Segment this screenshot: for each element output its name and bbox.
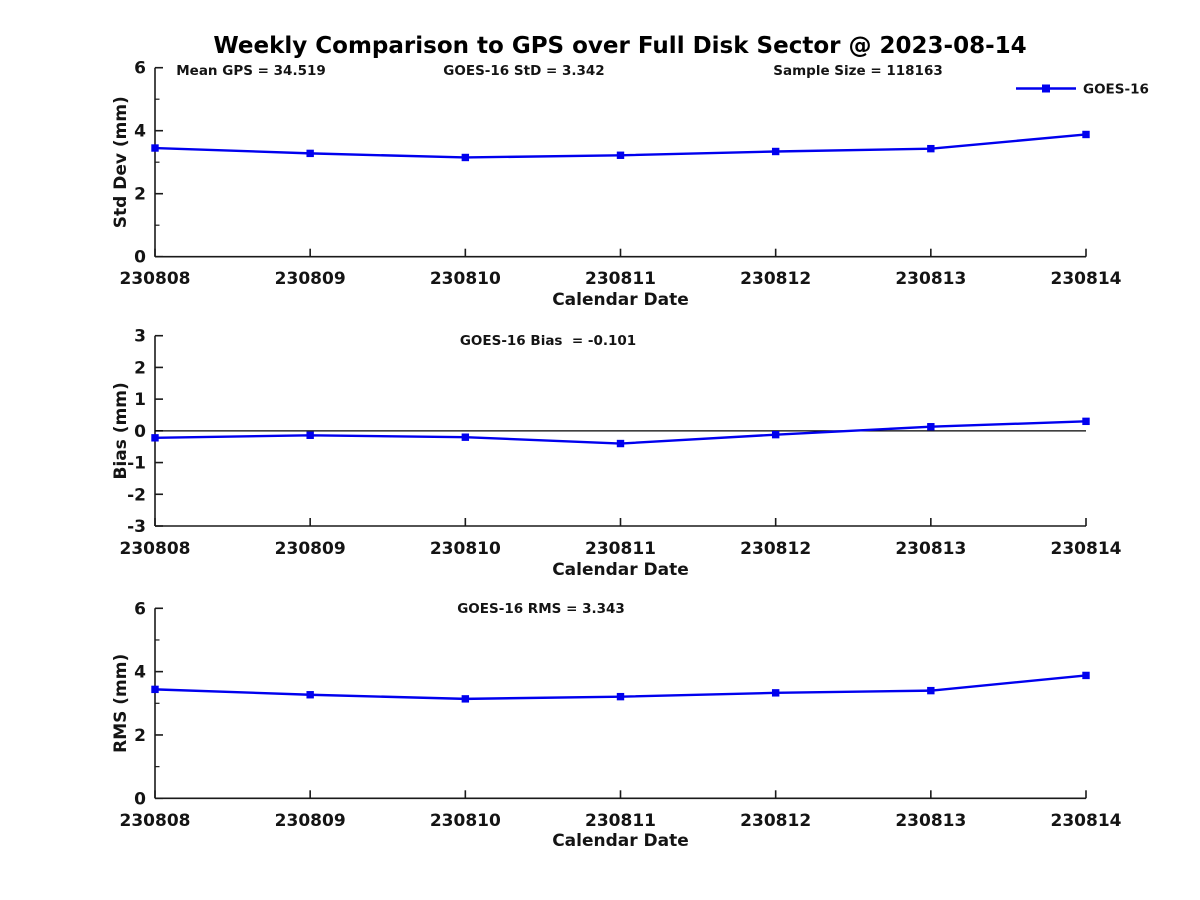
y-tick-label: 0 — [134, 248, 146, 268]
x-tick-label: 230809 — [275, 539, 346, 559]
y-tick-label: 0 — [134, 422, 146, 442]
stat-annotation: GOES-16 Bias = -0.101 — [460, 333, 636, 349]
figure-title: Weekly Comparison to GPS over Full Disk … — [213, 33, 1026, 59]
stat-annotation: GOES-16 RMS = 3.343 — [457, 601, 625, 617]
y-tick-label: 6 — [134, 59, 146, 79]
data-point-marker — [927, 423, 935, 431]
x-tick-label: 230810 — [430, 539, 501, 559]
data-point-marker — [461, 153, 470, 162]
legend-label: GOES-16 — [1083, 82, 1149, 98]
x-tick-label: 230808 — [120, 539, 191, 559]
y-tick-label: 6 — [134, 599, 146, 619]
data-point-marker — [151, 434, 159, 442]
data-point-marker — [771, 430, 780, 439]
data-point-marker — [1082, 417, 1090, 426]
y-tick-label: 1 — [134, 390, 146, 410]
data-point-marker — [461, 695, 470, 703]
y-tick-label: 2 — [134, 358, 146, 378]
x-tick-label: 230811 — [585, 811, 656, 831]
x-tick-label: 230808 — [120, 811, 191, 831]
data-point-marker — [771, 689, 780, 697]
x-tick-label: 230809 — [275, 269, 346, 289]
data-point-marker — [771, 147, 780, 156]
data-point-marker — [1082, 671, 1090, 680]
x-axis-title: Calendar Date — [552, 831, 689, 851]
y-tick-label: 3 — [134, 327, 146, 347]
stat-annotation: GOES-16 StD = 3.342 — [443, 63, 604, 79]
legend-marker-icon — [1042, 84, 1050, 93]
x-tick-label: 230813 — [895, 269, 966, 289]
legend: GOES-16 — [1016, 82, 1149, 98]
data-point-marker — [306, 149, 314, 158]
x-tick-label: 230811 — [585, 269, 656, 289]
x-axis-title: Calendar Date — [552, 560, 689, 580]
data-point-marker — [1082, 130, 1090, 139]
subplot-rms: 0 2 4 6 230808 230809 230810 230811 230812 230813… — [111, 599, 1122, 851]
y-tick-label: -2 — [127, 485, 146, 505]
data-point-marker — [151, 144, 159, 152]
y-tick-label: 2 — [134, 185, 146, 205]
x-axis-title: Calendar Date — [552, 290, 689, 310]
x-tick-label: 230813 — [895, 811, 966, 831]
data-point-marker — [616, 692, 625, 701]
data-point-marker — [616, 439, 625, 448]
y-axis-title: RMS (mm) — [111, 654, 131, 753]
y-tick-label: 4 — [134, 122, 146, 142]
y-tick-label: -1 — [127, 454, 146, 474]
x-tick-label: 230814 — [1051, 539, 1122, 559]
y-tick-label: 2 — [134, 726, 146, 746]
y-tick-label: 0 — [134, 789, 146, 809]
x-tick-label: 230812 — [740, 539, 811, 559]
y-axis-title: Bias (mm) — [111, 382, 131, 479]
x-tick-label: 230814 — [1051, 811, 1122, 831]
data-point-marker — [616, 151, 625, 159]
y-axis-title: Std Dev (mm) — [111, 96, 131, 228]
x-tick-label: 230813 — [895, 539, 966, 559]
x-tick-label: 230814 — [1051, 269, 1122, 289]
y-tick-label: -3 — [127, 517, 146, 537]
stat-annotation: Mean GPS = 34.519 — [176, 63, 326, 79]
data-point-marker — [927, 686, 935, 695]
x-tick-label: 230809 — [275, 811, 346, 831]
x-tick-label: 230808 — [120, 269, 191, 289]
data-point-marker — [306, 691, 314, 699]
x-tick-label: 230810 — [430, 269, 501, 289]
y-tick-label: 4 — [134, 663, 146, 683]
stat-annotation: Sample Size = 118163 — [773, 63, 942, 79]
subplot-std-dev: 0 2 4 6 230808 230809 230810 230811 230812 230813… — [111, 59, 1122, 310]
x-tick-label: 230810 — [430, 811, 501, 831]
data-point-marker — [461, 433, 470, 441]
x-tick-label: 230812 — [740, 811, 811, 831]
subplot-bias: -3 -2 -1 0 1 2 3 230808 230809 230810 230811 230812… — [111, 327, 1122, 580]
data-point-marker — [151, 685, 159, 694]
x-tick-label: 230812 — [740, 269, 811, 289]
data-point-marker — [927, 144, 935, 153]
data-point-marker — [306, 431, 314, 439]
x-tick-label: 230811 — [585, 539, 656, 559]
